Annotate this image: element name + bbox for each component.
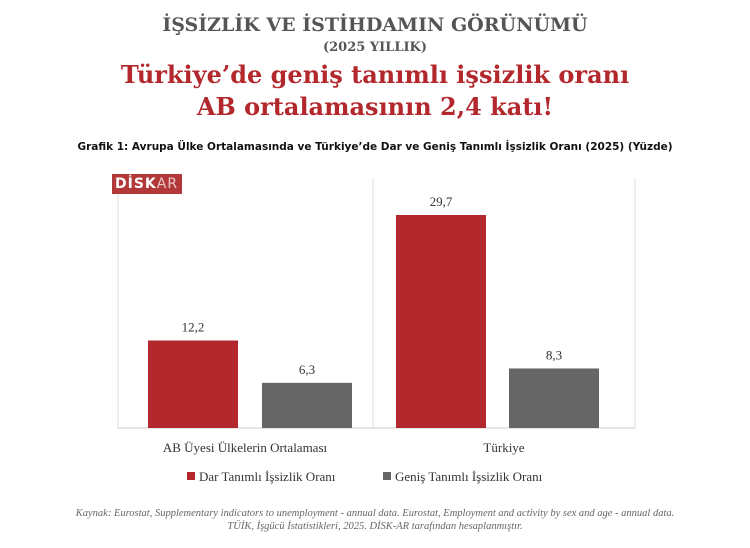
category-label: Türkiye — [483, 440, 524, 455]
legend-swatch — [383, 472, 391, 480]
report-subtitle: (2025 YILLIK) — [322, 40, 428, 55]
bar-genis-1 — [509, 368, 599, 428]
legend-label: Geniş Tanımlı İşsizlik Oranı — [395, 469, 543, 484]
legend-label: Dar Tanımlı İşsizlik Oranı — [199, 469, 336, 484]
headline-line1: Türkiye’de geniş tanımlı işsizlik oranı — [120, 60, 630, 89]
data-label: 6,3 — [299, 362, 315, 377]
data-label: 8,3 — [546, 347, 562, 362]
data-label: 12,2 — [182, 320, 205, 335]
disk-ar-logo: DİSKAR — [112, 174, 182, 194]
headline-line2: AB ortalamasının 2,4 katı! — [196, 92, 554, 121]
bar-genis-0 — [262, 382, 352, 428]
source-line2: TÜİK, İşgücü İstatistikleri, 2025. DİSK-… — [227, 521, 523, 532]
source-line1: Kaynak: Eurostat, Supplementary indicato… — [75, 508, 675, 519]
bar-dar-0 — [148, 340, 238, 428]
bar-dar-1 — [396, 215, 486, 428]
chart-title: Grafik 1: Avrupa Ülke Ortalamasında ve T… — [77, 141, 673, 153]
data-label: 29,7 — [430, 194, 453, 209]
report-title: İŞSİZLİK VE İSTİHDAMIN GÖRÜNÜMÜ — [162, 14, 588, 36]
source-note: Kaynak: Eurostat, Supplementary indicato… — [0, 507, 750, 533]
legend-swatch — [187, 472, 195, 480]
category-label: AB Üyesi Ülkelerin Ortalaması — [163, 440, 328, 455]
